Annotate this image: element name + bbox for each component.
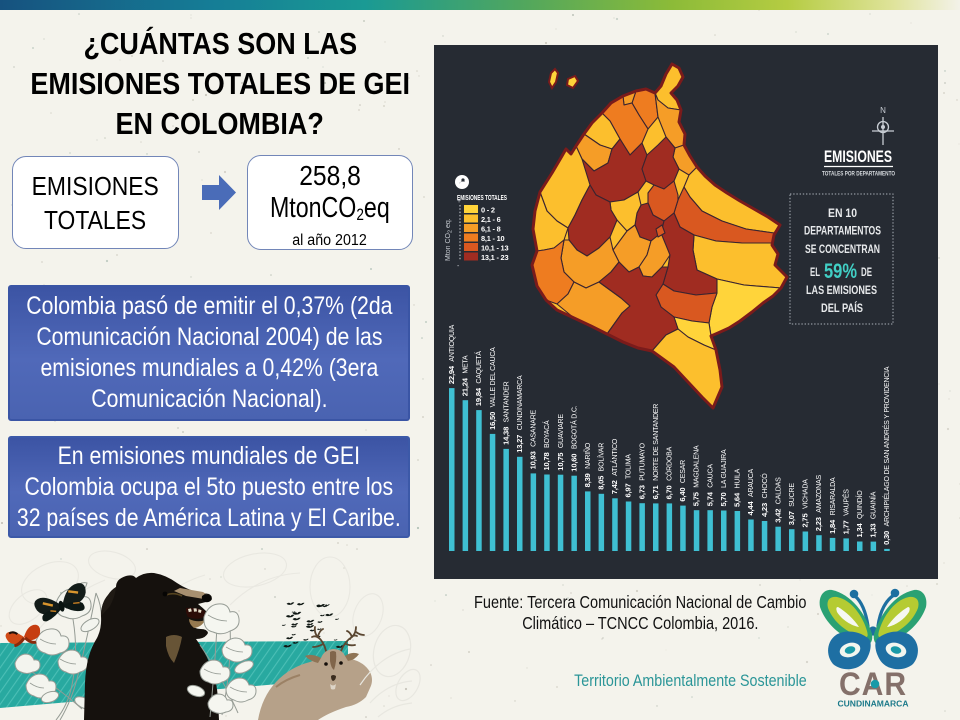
- svg-text:CUNDINAMARCA: CUNDINAMARCA: [838, 700, 909, 709]
- svg-text:N: N: [880, 106, 886, 115]
- svg-text:2,23AMAZONAS: 2,23AMAZONAS: [814, 475, 823, 532]
- svg-text:10,93CASANARE: 10,93CASANARE: [529, 409, 538, 469]
- svg-text:6,71NORTE DE SANTANDER: 6,71NORTE DE SANTANDER: [651, 404, 660, 500]
- svg-text:Mton CO2 eq.: Mton CO2 eq.: [445, 218, 454, 261]
- svg-text:0,30ARCHIPIÉLAGO DE SAN ANDRÉS: 0,30ARCHIPIÉLAGO DE SAN ANDRÉS Y PROVIDE…: [882, 366, 891, 545]
- svg-text:4,44ARAUCA: 4,44ARAUCA: [746, 469, 755, 516]
- svg-text:6,70CÓRDOBA: 6,70CÓRDOBA: [665, 446, 674, 499]
- svg-text:19,84CAQUETÁ: 19,84CAQUETÁ: [474, 351, 483, 406]
- svg-text:3,07SUCRE: 3,07SUCRE: [787, 483, 796, 526]
- svg-text:10,60BOGOTÁ D.C.: 10,60BOGOTÁ D.C.: [569, 405, 578, 471]
- svg-text:5,70LA GUAJIRA: 5,70LA GUAJIRA: [719, 449, 728, 506]
- svg-text:SE CONCENTRAN: SE CONCENTRAN: [805, 244, 880, 256]
- svg-text:6,97TOLIMA: 6,97TOLIMA: [624, 454, 633, 498]
- svg-text:59%: 59%: [824, 260, 857, 283]
- svg-text:1,84RISARALDA: 1,84RISARALDA: [828, 477, 837, 534]
- svg-text:1,34QUINDÍO: 1,34QUINDÍO: [855, 490, 864, 538]
- svg-text:EN 10: EN 10: [828, 208, 857, 220]
- svg-text:1,77VAUPÉS: 1,77VAUPÉS: [841, 489, 850, 535]
- svg-text:8,1 - 10: 8,1 - 10: [481, 234, 505, 243]
- svg-text:2,1 - 6: 2,1 - 6: [481, 215, 501, 224]
- svg-text:LAS EMISIONES: LAS EMISIONES: [806, 285, 877, 297]
- svg-text:10,1 - 13: 10,1 - 13: [481, 244, 508, 253]
- svg-text:5,74CAUCA: 5,74CAUCA: [705, 464, 714, 507]
- svg-text:16,50VALLE DEL CAUCA: 16,50VALLE DEL CAUCA: [488, 347, 497, 430]
- svg-text:13,1 - 23: 13,1 - 23: [481, 253, 508, 262]
- svg-text:5,75MAGDALENA: 5,75MAGDALENA: [692, 445, 701, 506]
- svg-text:6,1 - 8: 6,1 - 8: [481, 225, 501, 234]
- svg-text:10,75GUAVIARE: 10,75GUAVIARE: [556, 414, 565, 471]
- svg-text:8,05BOLÍVAR: 8,05BOLÍVAR: [597, 443, 606, 490]
- svg-text:6,73PUTUMAYO: 6,73PUTUMAYO: [637, 442, 646, 499]
- svg-text:DEPARTAMENTOS: DEPARTAMENTOS: [804, 226, 881, 238]
- svg-text:2,75VICHADA: 2,75VICHADA: [801, 479, 810, 528]
- svg-text:5,64HUILA: 5,64HUILA: [733, 468, 742, 507]
- svg-text:0 - 2: 0 - 2: [481, 206, 495, 215]
- svg-text:DE: DE: [861, 267, 872, 279]
- svg-text:-: -: [457, 263, 460, 270]
- svg-text:TOTALES POR DEPARTAMENTO: TOTALES POR DEPARTAMENTO: [822, 171, 895, 178]
- svg-text:EMISIONES TOTALES: EMISIONES TOTALES: [457, 193, 507, 202]
- svg-text:13,27CUNDINAMARCA: 13,27CUNDINAMARCA: [515, 375, 524, 453]
- svg-text:1,33GUAINÍA: 1,33GUAINÍA: [869, 491, 878, 537]
- svg-text:8,39NARIÑO: 8,39NARIÑO: [583, 442, 592, 487]
- svg-text:14,38SANTANDER: 14,38SANTANDER: [501, 381, 510, 445]
- svg-text:EL: EL: [810, 267, 820, 279]
- svg-text:7,42ATLÁNTICO: 7,42ATLÁNTICO: [610, 438, 619, 494]
- svg-text:6,40CESAR: 6,40CESAR: [678, 460, 687, 502]
- svg-text:EMISIONES: EMISIONES: [824, 147, 892, 166]
- svg-text:3,42CALDAS: 3,42CALDAS: [773, 477, 782, 523]
- svg-text:DEL PAÍS: DEL PAÍS: [821, 302, 863, 315]
- svg-text:+: +: [457, 198, 461, 205]
- svg-text:22,94ANTIOQUIA: 22,94ANTIOQUIA: [447, 324, 456, 384]
- svg-text:21,24META: 21,24META: [461, 355, 470, 396]
- svg-text:10,78BOYACÁ: 10,78BOYACÁ: [542, 420, 551, 471]
- svg-text:4,23CHOCÓ: 4,23CHOCÓ: [760, 473, 769, 517]
